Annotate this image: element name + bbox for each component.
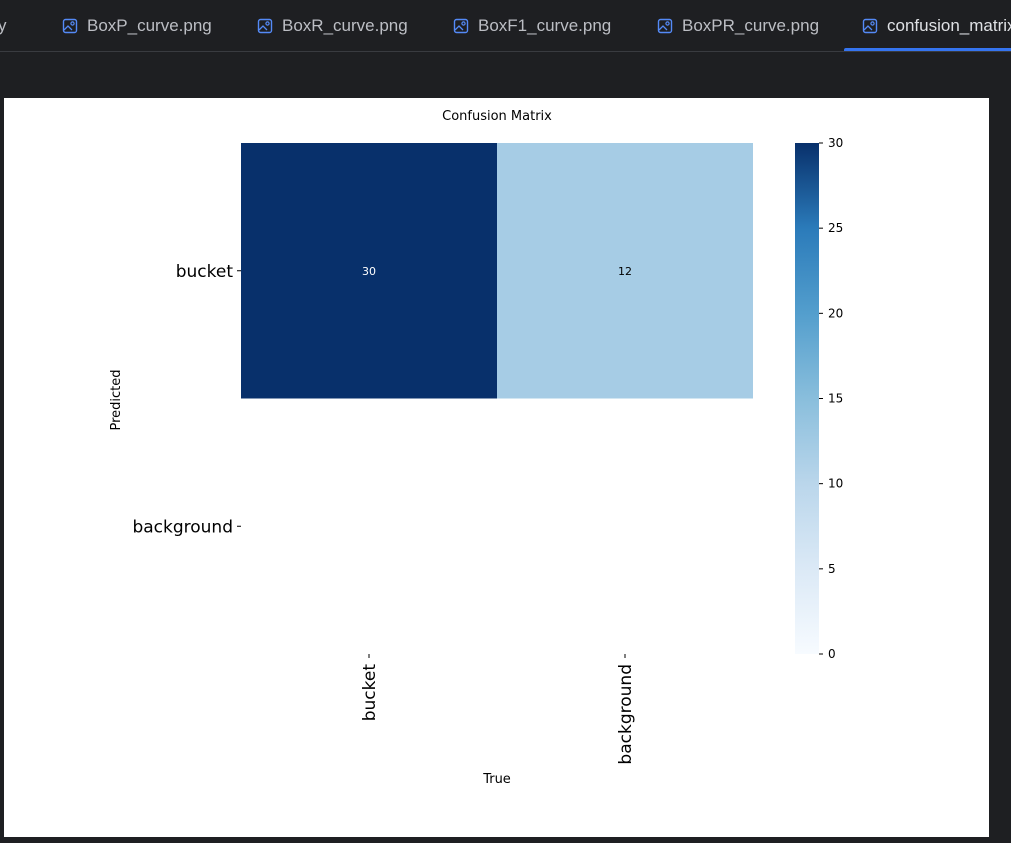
image-icon [257, 18, 273, 34]
colorbar-tick-label: 25 [828, 221, 843, 235]
tab-label: BoxF1_curve.png [478, 16, 612, 35]
colorbar [795, 143, 819, 654]
tab-boxpr-curve[interactable]: BoxPR_curve.png [657, 0, 820, 51]
image-canvas: Confusion Matrix 30 12 bucket background b… [4, 98, 989, 837]
x-tick-label: background [616, 664, 636, 765]
colorbar-tick-label: 0 [828, 647, 836, 661]
colorbar-tick-label: 20 [828, 306, 843, 320]
heatmap-cell [497, 143, 753, 399]
heatmap-cell [241, 143, 497, 399]
image-icon [657, 18, 673, 34]
x-tick-labels: bucket background [360, 654, 636, 765]
y-tick-label: bucket [176, 262, 234, 282]
tab-boxr-curve[interactable]: BoxR_curve.png [257, 0, 408, 51]
x-axis-label: True [482, 772, 511, 787]
chart-title: Confusion Matrix [442, 109, 552, 124]
colorbar-tick-label: 30 [828, 136, 843, 150]
tab-boxf1-curve[interactable]: BoxF1_curve.png [453, 0, 612, 51]
editor-tab-bar: y BoxP_curve.png BoxR_curve.png BoxF1_cu… [0, 0, 1011, 52]
colorbar-ticks: 0 5 10 15 20 25 30 [819, 136, 843, 661]
image-icon [62, 18, 78, 34]
active-tab-indicator [844, 48, 1011, 51]
tab-label: BoxPR_curve.png [682, 16, 820, 35]
colorbar-tick-label: 15 [828, 392, 843, 406]
x-tick-label: bucket [360, 664, 380, 722]
image-icon [862, 18, 878, 34]
colorbar-tick-label: 10 [828, 477, 843, 491]
tab-label: BoxR_curve.png [282, 16, 408, 35]
tab-partial[interactable]: y [0, 0, 7, 51]
y-tick-label: background [132, 517, 233, 537]
tab-confusion-matrix[interactable]: confusion_matrix [844, 0, 1011, 51]
image-icon [453, 18, 469, 34]
tab-label: confusion_matrix [887, 16, 1011, 35]
confusion-matrix-chart: Confusion Matrix 30 12 bucket background b… [109, 109, 843, 787]
cell-value-label: 12 [618, 265, 632, 278]
y-tick-labels: bucket background [132, 262, 241, 537]
heatmap-cells: 30 12 [241, 143, 753, 399]
tab-boxp-curve[interactable]: BoxP_curve.png [62, 0, 212, 51]
colorbar-tick-label: 5 [828, 562, 836, 576]
y-axis-label: Predicted [109, 369, 124, 430]
tab-label: BoxP_curve.png [87, 16, 212, 35]
cell-value-label: 30 [362, 265, 376, 278]
tab-label: y [0, 16, 7, 36]
